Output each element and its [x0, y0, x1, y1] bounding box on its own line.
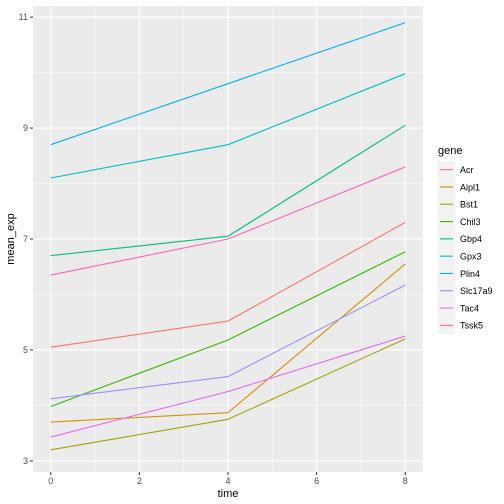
legend-label: Tac4: [460, 303, 479, 313]
x-axis: 0 2 4 6 8: [48, 472, 408, 486]
legend-item-bst1: Bst1: [438, 195, 478, 213]
x-tick-label: 4: [225, 476, 230, 486]
legend-title: gene: [438, 145, 462, 157]
series-line-gbp4: [50, 124, 406, 257]
legend: gene Acr Aipl1 Bst1 Chil3 Gbp4 Gpx3 Plin4 Slc17…: [438, 145, 493, 334]
series-line-tssk5: [50, 166, 406, 276]
x-tick-label: 2: [137, 476, 142, 486]
legend-label: Plin4: [460, 269, 480, 279]
legend-label: Gpx3: [460, 252, 482, 262]
legend-item-plin4: Plin4: [438, 264, 480, 283]
legend-label: Gbp4: [460, 234, 482, 244]
legend-label: Acr: [460, 165, 474, 175]
y-tick-label: 5: [23, 345, 28, 355]
legend-items: Acr Aipl1 Bst1 Chil3 Gbp4 Gpx3 Plin4 Slc17a9 Tac…: [438, 161, 493, 334]
series-line-aipl1: [50, 263, 406, 423]
y-axis: 3 5 7 9 11: [19, 12, 33, 466]
legend-label: Chil3: [460, 217, 481, 227]
y-tick-label: 11: [19, 12, 28, 22]
legend-label: Aipl1: [460, 182, 480, 192]
y-tick-label: 7: [23, 234, 28, 244]
series-line-tac4: [50, 335, 406, 438]
legend-item-chil3: Chil3: [438, 212, 481, 231]
y-tick-label: 9: [23, 123, 28, 133]
x-tick-label: 8: [403, 476, 408, 486]
y-tick-label: 3: [23, 456, 28, 466]
x-tick-label: 6: [314, 476, 319, 486]
legend-item-acr: Acr: [438, 161, 474, 179]
legend-item-slc17a9: Slc17a9: [438, 282, 493, 300]
series-line-plin4: [50, 22, 406, 146]
series-line-slc17a9: [50, 284, 406, 400]
legend-label: Slc17a9: [460, 286, 493, 296]
series-lines: [50, 22, 406, 451]
series-line-gpx3: [50, 73, 406, 179]
series-line-chil3: [50, 251, 406, 408]
y-axis-title: mean_exp: [5, 213, 17, 264]
x-tick-label: 0: [48, 476, 53, 486]
x-axis-title: time: [218, 488, 239, 500]
legend-item-tac4: Tac4: [438, 299, 479, 317]
series-line-acr: [50, 221, 406, 348]
legend-item-aipl1: Aipl1: [438, 178, 480, 196]
legend-label: Tssk5: [460, 321, 483, 331]
legend-item-gpx3: Gpx3: [438, 247, 482, 265]
legend-item-tssk5: Tssk5: [438, 316, 483, 334]
legend-label: Bst1: [460, 200, 478, 210]
legend-item-gbp4: Gbp4: [438, 230, 482, 248]
series-line-bst1: [50, 338, 406, 451]
